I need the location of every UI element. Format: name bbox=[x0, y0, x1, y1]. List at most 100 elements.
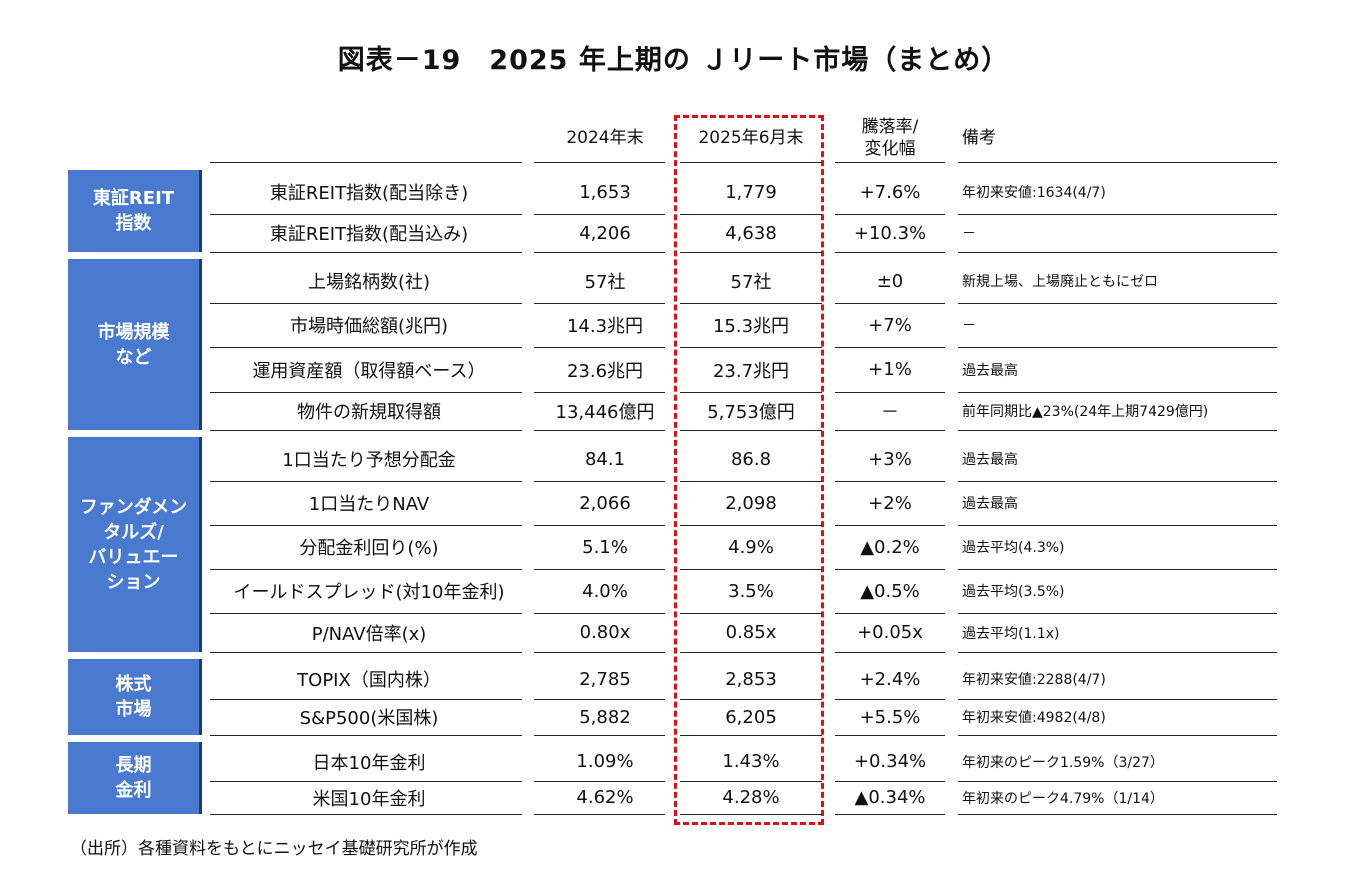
remark: 年初来安値:1634(4/7) bbox=[962, 185, 1106, 201]
change-value: +1% bbox=[868, 359, 912, 380]
row-rule bbox=[958, 303, 1277, 304]
header-rule bbox=[835, 162, 945, 163]
row-rule bbox=[958, 481, 1277, 482]
header-rule bbox=[534, 162, 665, 163]
row-rule bbox=[958, 814, 1277, 815]
row-rule bbox=[680, 430, 822, 431]
value-2024: 4,206 bbox=[579, 222, 631, 244]
value-2025: 0.85x bbox=[725, 622, 777, 643]
row-rule bbox=[835, 781, 945, 782]
remark: 年初来のピーク1.59%（3/27） bbox=[962, 754, 1164, 771]
item-label: P/NAV倍率(x) bbox=[311, 623, 427, 645]
value-2024: 4.0% bbox=[582, 580, 628, 602]
item-label: 日本10年金利 bbox=[312, 752, 426, 774]
row-rule bbox=[534, 814, 665, 815]
remark: 過去平均(3.5%) bbox=[962, 584, 1065, 600]
row-rule bbox=[835, 481, 945, 482]
value-2024: 57社 bbox=[584, 272, 626, 293]
row-rule bbox=[835, 699, 945, 700]
row-rule bbox=[680, 613, 822, 614]
row-rule bbox=[210, 303, 522, 304]
row-rule bbox=[835, 303, 945, 304]
remark: 過去最高 bbox=[962, 496, 1018, 512]
row-rule bbox=[680, 525, 822, 526]
row-rule bbox=[210, 735, 522, 736]
row-rule bbox=[534, 481, 665, 482]
header-2024: 2024年末 bbox=[566, 128, 644, 148]
value-2025: 1.43% bbox=[722, 751, 780, 772]
row-rule bbox=[958, 525, 1277, 526]
remark: 過去平均(1.1x) bbox=[962, 625, 1060, 642]
change-value: +0.05x bbox=[857, 622, 923, 643]
row-rule bbox=[680, 814, 822, 815]
row-rule bbox=[210, 613, 522, 614]
row-rule bbox=[958, 735, 1277, 736]
row-rule bbox=[835, 525, 945, 526]
row-rule bbox=[958, 613, 1277, 614]
row-rule bbox=[210, 699, 522, 700]
row-rule bbox=[680, 569, 822, 570]
value-2024: 23.6兆円 bbox=[566, 360, 644, 382]
change-value: +2% bbox=[868, 492, 912, 514]
value-2025: 2,853 bbox=[725, 668, 777, 690]
value-2025: 4,638 bbox=[725, 222, 777, 244]
remark: 年初来のピーク4.79%（1/14） bbox=[962, 790, 1164, 807]
source-note: （出所）各種資料をもとにニッセイ基礎研究所が作成 bbox=[70, 839, 478, 859]
row-rule bbox=[835, 214, 945, 215]
row-rule bbox=[680, 214, 822, 215]
row-rule bbox=[680, 347, 822, 348]
value-2025: 86.8 bbox=[730, 448, 772, 470]
row-rule bbox=[534, 214, 665, 215]
row-rule bbox=[534, 303, 665, 304]
value-2025: 5,753億円 bbox=[707, 402, 795, 423]
value-2024: 4.62% bbox=[576, 787, 634, 808]
change-value: ▲0.5% bbox=[860, 580, 920, 602]
header-change: 騰落率/ 変化幅 bbox=[861, 117, 919, 159]
change-value: +10.3% bbox=[853, 222, 927, 244]
change-value: ▲0.2% bbox=[860, 536, 920, 558]
row-rule bbox=[835, 347, 945, 348]
row-rule bbox=[835, 613, 945, 614]
row-rule bbox=[835, 569, 945, 570]
row-rule bbox=[958, 392, 1277, 393]
row-rule bbox=[958, 430, 1277, 431]
value-2024: 5.1% bbox=[582, 536, 628, 558]
row-rule bbox=[680, 392, 822, 393]
row-rule bbox=[534, 392, 665, 393]
row-rule bbox=[958, 347, 1277, 348]
row-rule bbox=[958, 252, 1277, 253]
row-rule bbox=[958, 214, 1277, 215]
item-label: 1口当たりNAV bbox=[308, 494, 430, 515]
row-rule bbox=[210, 392, 522, 393]
row-rule bbox=[210, 430, 522, 431]
row-rule bbox=[680, 781, 822, 782]
row-rule bbox=[534, 652, 665, 653]
row-rule bbox=[534, 252, 665, 253]
row-rule bbox=[210, 347, 522, 348]
remark: － bbox=[962, 226, 976, 242]
row-rule bbox=[835, 814, 945, 815]
row-rule bbox=[835, 652, 945, 653]
item-label: 物件の新規取得額 bbox=[297, 402, 441, 423]
item-label: 1口当たり予想分配金 bbox=[282, 450, 456, 471]
header-rule bbox=[210, 162, 522, 163]
value-2025: 4.9% bbox=[728, 536, 774, 558]
row-rule bbox=[680, 652, 822, 653]
header-2025: 2025年6月末 bbox=[698, 128, 804, 148]
value-2024: 1,653 bbox=[579, 181, 631, 203]
row-rule bbox=[534, 699, 665, 700]
row-rule bbox=[680, 735, 822, 736]
item-label: S&P500(米国株) bbox=[299, 708, 439, 729]
page-title: 図表－19 2025 年上期の Ｊリート市場（まとめ） bbox=[337, 45, 1010, 76]
value-2025: 6,205 bbox=[725, 706, 777, 728]
row-rule bbox=[210, 252, 522, 253]
remark: － bbox=[962, 318, 976, 334]
row-rule bbox=[680, 699, 822, 700]
row-rule bbox=[680, 481, 822, 482]
category-stock-market: 株式 市場 bbox=[68, 659, 199, 735]
item-label: 東証REIT指数(配当除き) bbox=[269, 183, 469, 204]
category-fundamentals: ファンダメン タルズ/ バリュエー ション bbox=[68, 437, 199, 652]
change-value: +7% bbox=[868, 314, 912, 336]
row-rule bbox=[534, 347, 665, 348]
row-rule bbox=[958, 781, 1277, 782]
